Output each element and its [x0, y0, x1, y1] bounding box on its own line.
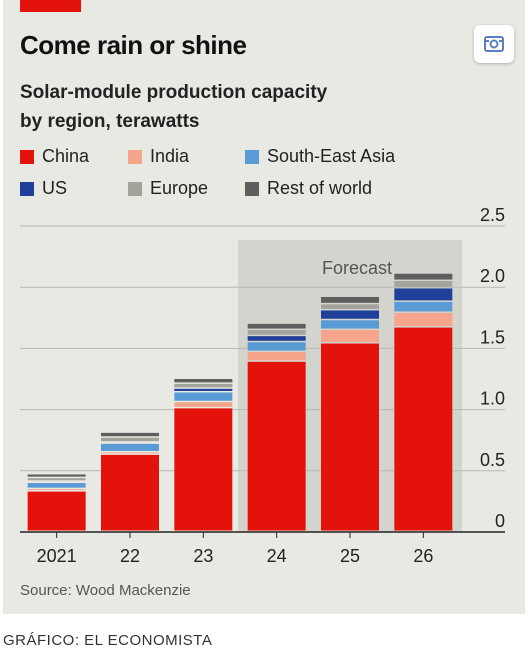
stacked-bar-chart: Forecast 0 0.5 1.0 1.5 2.0 2.5 2021 22 23 24 25 26 [20, 205, 505, 566]
brand-bar [20, 0, 81, 12]
bar-south-east-asia-24 [247, 342, 306, 351]
x-tick-label: 24 [267, 546, 287, 566]
bar-rest-of-world-25 [321, 296, 379, 303]
share-button[interactable] [474, 25, 514, 63]
bar-europe-26 [394, 281, 453, 287]
bar-south-east-asia-26 [394, 301, 453, 312]
bar-europe-23 [174, 383, 233, 388]
legend-label-india: India [150, 146, 190, 166]
legend-item-us: US [20, 178, 67, 199]
legend-label-us: US [42, 178, 68, 198]
bar-china-23 [174, 408, 233, 531]
legend-swatch-europe [128, 181, 142, 196]
chart-legend: China India South-East Asia US Europe Re… [20, 146, 520, 216]
bar-india-23 [174, 402, 233, 407]
bar-rest-of-world-23 [174, 379, 233, 383]
bar-rest-of-world-2021 [27, 474, 86, 477]
bar-india-26 [394, 312, 453, 327]
bar-india-22 [101, 452, 159, 454]
bar-china-2021 [27, 491, 86, 531]
bar-india-2021 [27, 489, 86, 491]
subtitle-line-1: Solar-module production capacity [20, 82, 328, 103]
legend-label-rest-of-world: Rest of world [267, 178, 373, 198]
bar-china-22 [101, 454, 159, 531]
bar-south-east-asia-22 [101, 443, 159, 451]
legend-item-europe: Europe [128, 178, 208, 199]
bar-south-east-asia-23 [174, 392, 233, 401]
legend-item-india: India [128, 146, 189, 167]
x-tick-label: 2021 [37, 546, 77, 566]
x-tick-label: 26 [413, 546, 433, 566]
bar-india-25 [321, 330, 379, 343]
legend-swatch-rest-of-world [245, 181, 259, 196]
bar-rest-of-world-24 [247, 323, 306, 329]
legend-label-south-east-asia: South-East Asia [267, 146, 396, 166]
legend-item-china: China [20, 146, 89, 167]
bar-china-26 [394, 327, 453, 531]
legend-swatch-south-east-asia [245, 149, 259, 164]
bar-europe-22 [101, 437, 159, 442]
chart-credit: GRÁFICO: EL ECONOMISTA [3, 632, 213, 649]
legend-item-south-east-asia: South-East Asia [245, 146, 395, 167]
legend-swatch-india [128, 149, 142, 164]
y-tick-label: 0.5 [480, 450, 505, 470]
bar-rest-of-world-22 [101, 432, 159, 437]
legend-label-china: China [42, 146, 90, 166]
bar-us-23 [174, 388, 233, 391]
bar-south-east-asia-2021 [27, 483, 86, 488]
bar-south-east-asia-25 [321, 320, 379, 329]
bar-us-24 [247, 336, 306, 341]
y-tick-label: 2.0 [480, 266, 505, 286]
chart-title: Come rain or shine [20, 30, 247, 60]
chart-source: Source: Wood Mackenzie [20, 582, 191, 599]
y-tick-label: 1.0 [480, 389, 505, 409]
bar-china-25 [321, 343, 379, 531]
bar-europe-25 [321, 304, 379, 309]
bar-us-25 [321, 310, 379, 319]
forecast-label: Forecast [322, 258, 392, 278]
y-tick-label: 2.5 [480, 205, 505, 225]
bar-us-26 [394, 288, 453, 301]
chart-subtitle: Solar-module production capacity by regi… [20, 78, 380, 136]
legend-item-rest-of-world: Rest of world [245, 178, 372, 199]
bar-europe-2021 [27, 478, 86, 481]
legend-label-europe: Europe [150, 178, 209, 198]
share-icon [484, 36, 504, 52]
y-tick-label: 0 [495, 511, 505, 531]
bar-india-24 [247, 352, 306, 361]
y-tick-label: 1.5 [480, 327, 505, 347]
x-tick-label: 23 [193, 546, 213, 566]
bar-rest-of-world-26 [394, 273, 453, 280]
bar-europe-24 [247, 330, 306, 335]
x-tick-label: 22 [120, 546, 140, 566]
bar-china-24 [247, 361, 306, 531]
legend-swatch-us [20, 181, 34, 196]
legend-swatch-china [20, 149, 34, 164]
x-tick-label: 25 [340, 546, 360, 566]
subtitle-line-2: by region, terawatts [20, 111, 200, 132]
